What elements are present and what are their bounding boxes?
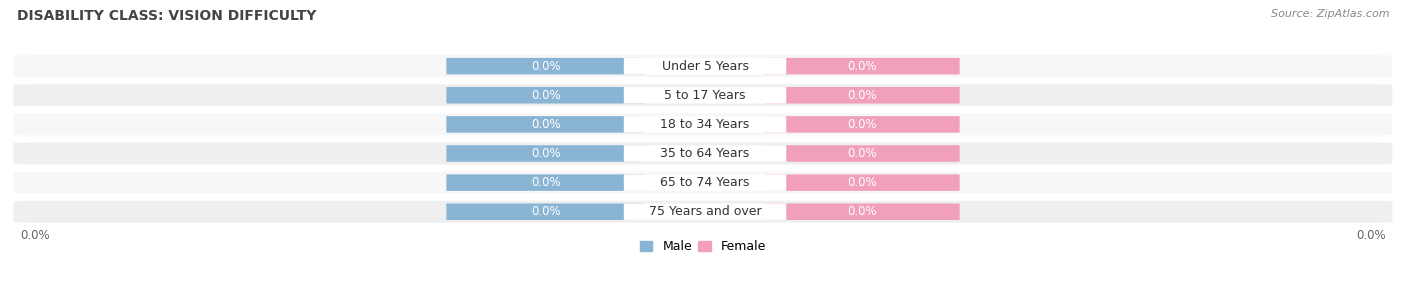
Text: 0.0%: 0.0%: [21, 229, 51, 242]
Text: 65 to 74 Years: 65 to 74 Years: [661, 176, 749, 189]
Text: 0.0%: 0.0%: [1355, 229, 1385, 242]
FancyBboxPatch shape: [765, 87, 960, 103]
Text: 0.0%: 0.0%: [848, 147, 877, 160]
FancyBboxPatch shape: [14, 172, 1392, 194]
Text: 75 Years and over: 75 Years and over: [648, 205, 762, 218]
FancyBboxPatch shape: [765, 116, 960, 133]
FancyBboxPatch shape: [624, 116, 786, 133]
FancyBboxPatch shape: [14, 113, 1392, 135]
Legend: Male, Female: Male, Female: [636, 235, 770, 258]
FancyBboxPatch shape: [14, 201, 1392, 223]
FancyBboxPatch shape: [14, 142, 1392, 164]
Text: 0.0%: 0.0%: [531, 89, 561, 102]
FancyBboxPatch shape: [446, 145, 645, 162]
Text: 0.0%: 0.0%: [848, 60, 877, 73]
Text: Under 5 Years: Under 5 Years: [662, 60, 748, 73]
FancyBboxPatch shape: [624, 145, 786, 162]
FancyBboxPatch shape: [624, 174, 786, 191]
Text: 0.0%: 0.0%: [531, 147, 561, 160]
Text: Source: ZipAtlas.com: Source: ZipAtlas.com: [1271, 9, 1389, 19]
FancyBboxPatch shape: [446, 58, 645, 74]
FancyBboxPatch shape: [446, 203, 645, 220]
Text: 0.0%: 0.0%: [531, 176, 561, 189]
Text: 35 to 64 Years: 35 to 64 Years: [661, 147, 749, 160]
FancyBboxPatch shape: [624, 87, 786, 103]
Text: 0.0%: 0.0%: [848, 176, 877, 189]
FancyBboxPatch shape: [765, 145, 960, 162]
FancyBboxPatch shape: [14, 84, 1392, 106]
Text: 0.0%: 0.0%: [848, 89, 877, 102]
FancyBboxPatch shape: [446, 174, 645, 191]
FancyBboxPatch shape: [765, 58, 960, 74]
FancyBboxPatch shape: [624, 203, 786, 220]
Text: 0.0%: 0.0%: [531, 60, 561, 73]
FancyBboxPatch shape: [446, 87, 645, 103]
FancyBboxPatch shape: [765, 203, 960, 220]
Text: 0.0%: 0.0%: [531, 118, 561, 131]
Text: 0.0%: 0.0%: [848, 205, 877, 218]
Text: 0.0%: 0.0%: [848, 118, 877, 131]
Text: 0.0%: 0.0%: [531, 205, 561, 218]
FancyBboxPatch shape: [624, 58, 786, 74]
Text: 18 to 34 Years: 18 to 34 Years: [661, 118, 749, 131]
Text: DISABILITY CLASS: VISION DIFFICULTY: DISABILITY CLASS: VISION DIFFICULTY: [17, 9, 316, 23]
FancyBboxPatch shape: [446, 116, 645, 133]
FancyBboxPatch shape: [14, 55, 1392, 77]
FancyBboxPatch shape: [765, 174, 960, 191]
Text: 5 to 17 Years: 5 to 17 Years: [664, 89, 745, 102]
